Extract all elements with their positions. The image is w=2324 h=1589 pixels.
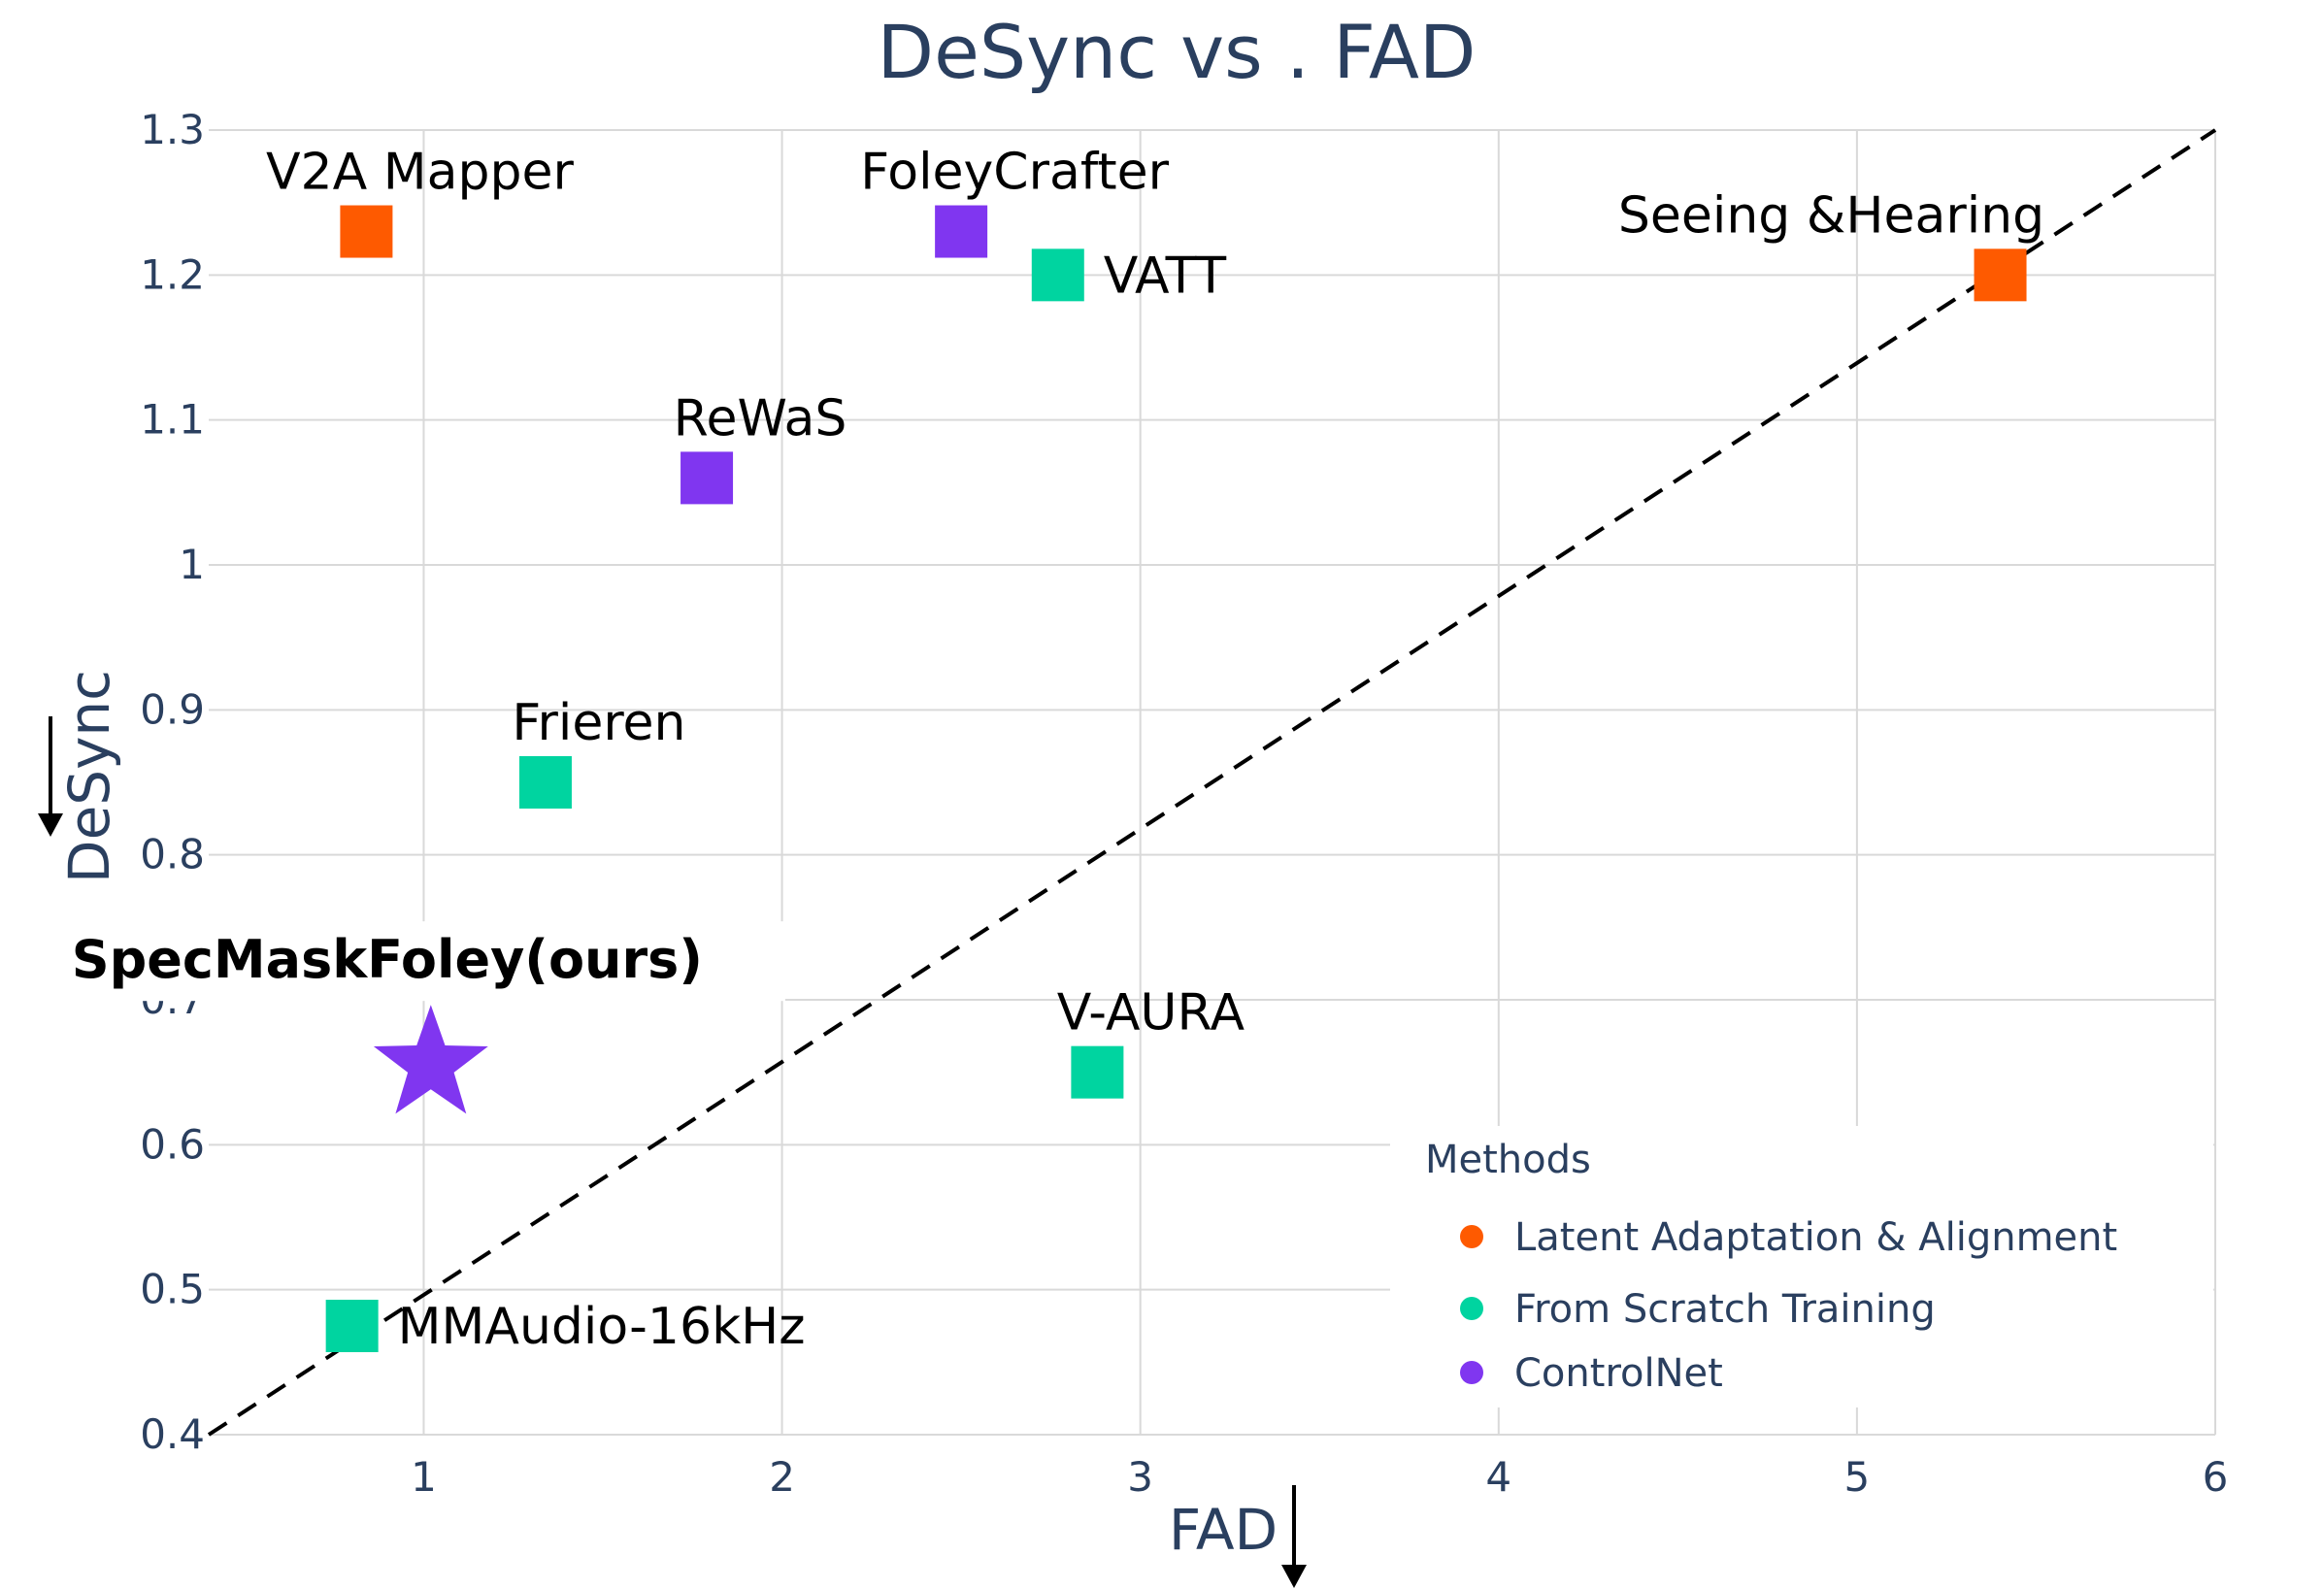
x-tick-label: 4	[1485, 1453, 1511, 1501]
point-star-specmaskfoley-ours	[373, 1005, 488, 1114]
point-label-background-specmaskfoley-ours	[0, 921, 785, 1002]
y-tick-label: 1	[179, 541, 205, 588]
point-label-seeing-hearing: Seeing &Hearing	[1618, 186, 2044, 245]
reference-line-layer	[207, 128, 2217, 1437]
y-axis-arrow-down-icon	[38, 716, 63, 837]
point-label-vatt: VATT	[1104, 247, 1227, 305]
y-tick-label: 1.3	[140, 106, 205, 153]
legend-marker-from-scratch	[1460, 1297, 1483, 1320]
point-label-specmaskfoley-ours: SpecMaskFoley(ours)	[72, 929, 703, 990]
y-tick-label: 0.8	[140, 831, 205, 878]
point-label-mmaudio-16khz: MMAudio-16kHz	[398, 1298, 806, 1356]
legend-label-latent-adaptation: Latent Adaptation & Alignment	[1514, 1215, 2117, 1260]
legend-title: Methods	[1425, 1138, 1591, 1182]
y-tick-label: 0.4	[140, 1410, 205, 1458]
legend-background	[1390, 1126, 2213, 1407]
point-square-mmaudio-16khz	[325, 1300, 379, 1352]
y-tick-label: 0.9	[140, 685, 205, 733]
point-label-v2a-mapper: V2A Mapper	[266, 144, 574, 202]
y-axis-title: DeSync	[56, 670, 122, 883]
point-square-seeing-hearing	[1974, 248, 2027, 302]
y-tick-label: 1.2	[140, 250, 205, 298]
y-tick-label: 0.5	[140, 1266, 205, 1313]
point-square-frieren	[518, 756, 572, 809]
x-tick-label: 2	[769, 1453, 795, 1501]
point-square-rewas	[681, 451, 734, 505]
point-square-v2a-mapper	[340, 205, 393, 258]
x-tick-label: 3	[1127, 1453, 1153, 1501]
x-tick-label: 5	[1844, 1453, 1871, 1501]
x-tick-label: 1	[411, 1453, 437, 1501]
point-label-rewas: ReWaS	[674, 389, 847, 447]
y-tick-label: 1.1	[140, 396, 205, 444]
point-label-foleycrafter: FoleyCrafter	[860, 144, 1169, 202]
point-square-vatt	[1031, 248, 1084, 302]
legend-marker-controlnet	[1460, 1361, 1483, 1384]
legend-label-from-scratch: From Scratch Training	[1514, 1287, 1936, 1332]
points-layer	[325, 205, 2027, 1352]
x-axis-arrow-down-icon	[1281, 1485, 1307, 1588]
legend: Methods Latent Adaptation & Alignment Fr…	[1390, 1126, 2213, 1407]
chart-title: DeSync vs . FAD	[878, 9, 1477, 95]
point-labels-layer: V2A Mapper Seeing &Hearing FoleyCrafter ReW…	[0, 144, 2044, 1356]
point-square-v-aura	[1071, 1045, 1124, 1099]
diagonal-reference-line	[207, 128, 2217, 1437]
x-axis-title: FAD	[1169, 1497, 1278, 1563]
y-tick-label: 0.6	[140, 1120, 205, 1168]
point-label-v-aura: V-AURA	[1057, 984, 1245, 1043]
legend-marker-latent-adaptation	[1460, 1225, 1483, 1248]
point-label-frieren: Frieren	[512, 694, 685, 752]
x-tick-label: 6	[2203, 1453, 2229, 1501]
point-square-foleycrafter	[935, 205, 988, 258]
legend-label-controlnet: ControlNet	[1514, 1351, 1723, 1396]
